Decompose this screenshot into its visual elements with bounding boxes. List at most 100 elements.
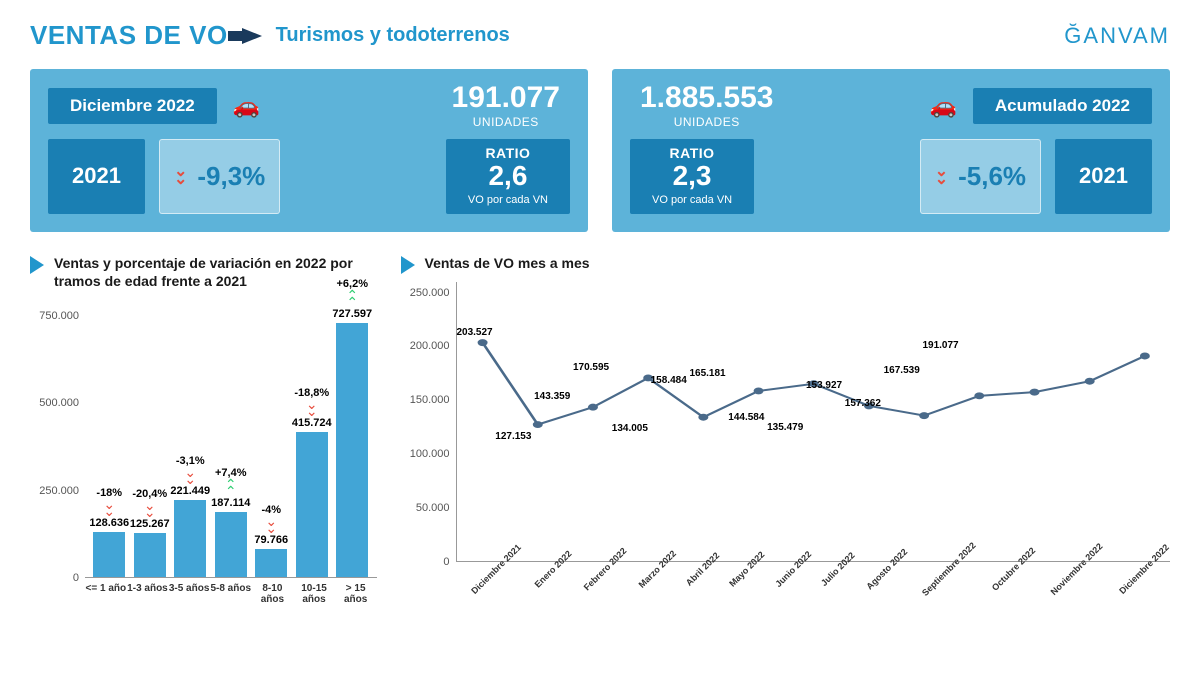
point-label: 165.181 xyxy=(689,368,725,379)
units-value: 1.885.553 xyxy=(640,83,773,113)
data-point xyxy=(477,339,487,346)
y-tick-label: 100.000 xyxy=(410,448,450,460)
line-x-labels: Diciembre 2021Enero 2022Febrero 2022Marz… xyxy=(401,562,1170,577)
y-tick-label: 250.000 xyxy=(39,485,79,497)
brand-logo: ĞANVAM xyxy=(1064,23,1170,49)
down-arrow-icon: ⌄⌄ xyxy=(144,502,156,516)
point-label: 143.359 xyxy=(534,391,570,402)
x-tick-label: 3-5 años xyxy=(168,578,210,605)
y-tick-label: 750.000 xyxy=(39,310,79,322)
point-label: 153.927 xyxy=(806,380,842,391)
summary-panels: Diciembre 2022 🚗 191.077 UNIDADES 2021 ⌄… xyxy=(30,69,1170,232)
bar-column: -4%⌄⌄79.766 xyxy=(251,504,292,577)
ratio-subtitle: VO por cada VN xyxy=(468,194,548,206)
line-chart: 050.000100.000150.000200.000250.000 203.… xyxy=(401,282,1170,562)
year-pill: 2021 xyxy=(48,139,145,214)
line-chart-title: Ventas de VO mes a mes xyxy=(425,254,590,272)
bar-value-label: 221.449 xyxy=(170,485,210,497)
page-header: VENTAS DE VO Turismos y todoterrenos ĞAN… xyxy=(30,20,1170,51)
bar xyxy=(296,432,328,578)
line-plot: 203.527127.153143.359170.595134.005158.4… xyxy=(456,282,1170,562)
data-point xyxy=(1029,388,1039,395)
chevron-right-icon xyxy=(30,256,44,274)
bar xyxy=(174,500,206,578)
units-value: 191.077 xyxy=(452,83,560,113)
bar-value-label: 79.766 xyxy=(254,534,288,546)
data-point xyxy=(698,414,708,421)
point-label: 127.153 xyxy=(495,431,531,442)
units-label: UNIDADES xyxy=(640,115,773,129)
chevron-right-icon xyxy=(401,256,415,274)
bar-x-labels: <= 1 año1-3 años3-5 años5-8 años8-10 año… xyxy=(30,578,377,605)
y-tick-label: 0 xyxy=(73,572,79,584)
point-label: 144.584 xyxy=(728,412,764,423)
x-tick-label: > 15 años xyxy=(335,578,377,605)
down-arrow-icon: ⌄⌄ xyxy=(184,469,196,483)
y-tick-label: 200.000 xyxy=(410,340,450,352)
bar-chart: 0250.000500.000750.000 -18%⌄⌄128.636-20,… xyxy=(30,298,377,578)
bar xyxy=(215,512,247,577)
ratio-subtitle: VO por cada VN xyxy=(652,194,732,206)
page-subtitle: Turismos y todoterrenos xyxy=(276,24,510,47)
cumulative-pill: Acumulado 2022 xyxy=(973,88,1152,124)
point-label: 191.077 xyxy=(922,340,958,351)
y-tick-label: 250.000 xyxy=(410,287,450,299)
point-label: 158.484 xyxy=(651,375,687,386)
ratio-value: 2,3 xyxy=(652,161,732,192)
car-icon: 🚗 xyxy=(929,93,956,119)
panel-month: Diciembre 2022 🚗 191.077 UNIDADES 2021 ⌄… xyxy=(30,69,588,232)
down-arrow-icon: ⌄⌄ xyxy=(174,168,187,186)
pct-change-box: ⌄⌄ -9,3% xyxy=(159,139,280,214)
ratio-box: RATIO 2,3 VO por cada VN xyxy=(630,139,754,214)
charts-row: Ventas y porcentaje de variación en 2022… xyxy=(30,254,1170,605)
point-label: 135.479 xyxy=(767,422,803,433)
bar xyxy=(336,323,368,578)
bar-plot: -18%⌄⌄128.636-20,4%⌄⌄125.267-3,1%⌄⌄221.4… xyxy=(85,298,377,578)
units-block: 191.077 UNIDADES xyxy=(452,83,570,129)
title-row: VENTAS DE VO Turismos y todoterrenos xyxy=(30,20,510,51)
down-arrow-icon: ⌄⌄ xyxy=(306,401,318,415)
bar-value-label: 128.636 xyxy=(89,517,129,529)
bar-y-axis: 0250.000500.000750.000 xyxy=(30,298,85,578)
y-tick-label: 150.000 xyxy=(410,394,450,406)
bar xyxy=(134,533,166,577)
bar-column: -20,4%⌄⌄125.267 xyxy=(130,488,171,577)
data-point xyxy=(588,403,598,410)
bar xyxy=(93,532,125,577)
point-label: 203.527 xyxy=(456,327,492,338)
pct-change-box: ⌄⌄ -5,6% xyxy=(920,139,1041,214)
point-label: 170.595 xyxy=(573,362,609,373)
line-chart-box: Ventas de VO mes a mes 0 50.000 100.000 150… xyxy=(401,254,1170,605)
ratio-box: RATIO 2,6 VO por cada VN xyxy=(446,139,570,214)
y-tick-label: 50.000 xyxy=(416,502,450,514)
data-point xyxy=(532,421,542,428)
bar-column: -18%⌄⌄128.636 xyxy=(89,487,130,577)
bar-column: -3,1%⌄⌄221.449 xyxy=(170,455,211,578)
units-label: UNIDADES xyxy=(452,115,560,129)
data-point xyxy=(919,412,929,419)
y-tick-label: 0 xyxy=(443,556,449,568)
line-svg xyxy=(457,282,1170,561)
down-arrow-icon: ⌄⌄ xyxy=(103,501,115,515)
down-arrow-icon: ⌄⌄ xyxy=(935,168,948,186)
bar-column: +6,2%⌃⌃727.597 xyxy=(332,278,373,578)
pct-change-value: -9,3% xyxy=(197,161,265,192)
x-tick-label: 8-10 años xyxy=(252,578,294,605)
units-block: 1.885.553 UNIDADES xyxy=(630,83,773,129)
panel-cumulative: 1.885.553 UNIDADES 🚗 Acumulado 2022 RATI… xyxy=(612,69,1170,232)
data-point xyxy=(1139,352,1149,359)
bar xyxy=(255,549,287,577)
ratio-title: RATIO xyxy=(468,145,548,161)
up-arrow-icon: ⌃⌃ xyxy=(225,481,237,495)
ratio-title: RATIO xyxy=(652,145,732,161)
data-point xyxy=(974,392,984,399)
bar-column: -18,8%⌄⌄415.724 xyxy=(292,387,333,578)
x-tick-label: 5-8 años xyxy=(210,578,252,605)
year-pill: 2021 xyxy=(1055,139,1152,214)
y-tick-label: 500.000 xyxy=(39,397,79,409)
ratio-value: 2,6 xyxy=(468,161,548,192)
x-tick-label: 10-15 años xyxy=(293,578,335,605)
car-icon: 🚗 xyxy=(233,93,260,119)
data-point xyxy=(1084,378,1094,385)
point-label: 157.362 xyxy=(845,398,881,409)
